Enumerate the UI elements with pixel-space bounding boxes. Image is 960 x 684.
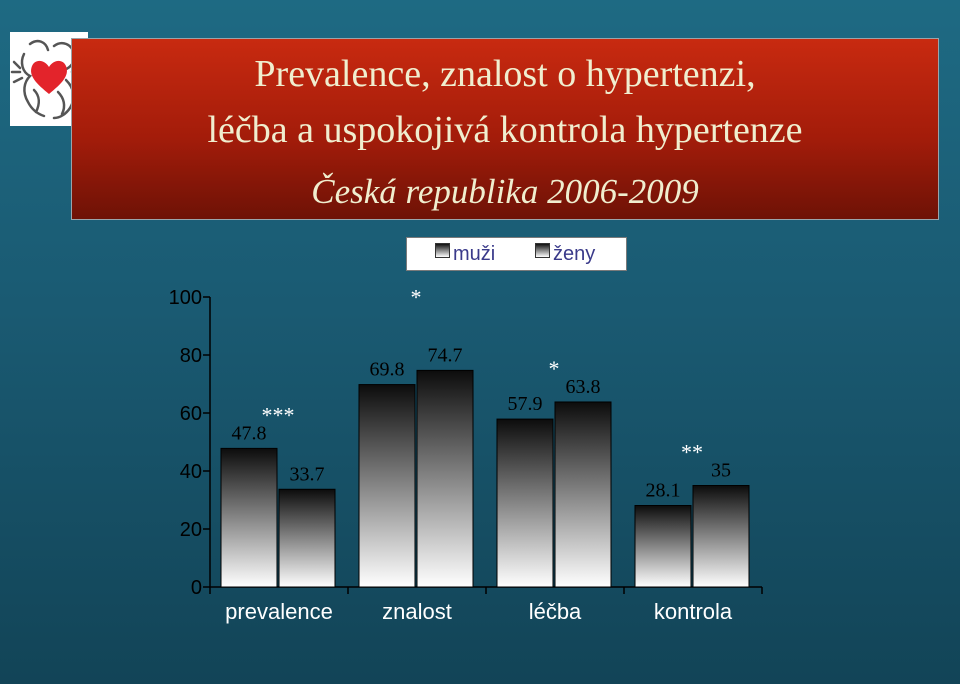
y-tick-label: 100 xyxy=(169,287,202,309)
legend-swatch-muzi xyxy=(435,243,450,258)
category-label: kontrola xyxy=(654,599,733,624)
page-subtitle: Česká republika 2006-2009 xyxy=(311,172,699,211)
legend-label-zeny: ženy xyxy=(553,243,596,265)
chart-labels: prevalence47.833.7***znalost69.874.7*léč… xyxy=(225,284,733,624)
bar xyxy=(634,505,692,588)
heart-icon xyxy=(31,60,67,94)
data-label: 74.7 xyxy=(428,344,463,366)
bar xyxy=(496,418,554,588)
chart-legend: muži ženy xyxy=(406,237,627,271)
data-label: 57.9 xyxy=(508,393,543,415)
chart-bars xyxy=(220,369,750,588)
data-label: 33.7 xyxy=(290,463,325,485)
significance-marker: *** xyxy=(262,402,295,427)
data-label: 28.1 xyxy=(646,480,681,502)
category-label: prevalence xyxy=(225,599,333,624)
bar xyxy=(554,401,612,588)
page-title-line1: Prevalence, znalost o hypertenzi, xyxy=(254,53,756,95)
y-tick-label: 60 xyxy=(180,403,202,425)
legend-label-muzi: muži xyxy=(453,243,496,265)
category-label: léčba xyxy=(529,599,582,624)
bar xyxy=(278,488,336,588)
significance-marker: ** xyxy=(681,440,703,465)
y-tick-label: 40 xyxy=(180,461,202,483)
data-label: 35 xyxy=(711,460,731,482)
category-label: znalost xyxy=(382,599,452,624)
bar xyxy=(692,485,750,588)
data-label: 63.8 xyxy=(566,376,601,398)
y-tick-label: 20 xyxy=(180,519,202,541)
y-tick-label: 0 xyxy=(191,577,202,599)
bar xyxy=(416,369,474,588)
legend-swatch-zeny xyxy=(535,243,550,258)
significance-marker: * xyxy=(549,356,560,381)
significance-marker: * xyxy=(411,284,422,309)
page-title-line2: léčba a uspokojivá kontrola hypertenze xyxy=(207,109,803,151)
title-banner: Prevalence, znalost o hypertenzi, léčba … xyxy=(71,38,939,220)
data-label: 47.8 xyxy=(232,422,267,444)
bar xyxy=(358,384,416,588)
y-tick-label: 80 xyxy=(180,345,202,367)
bar xyxy=(220,447,278,588)
data-label: 69.8 xyxy=(370,359,405,381)
